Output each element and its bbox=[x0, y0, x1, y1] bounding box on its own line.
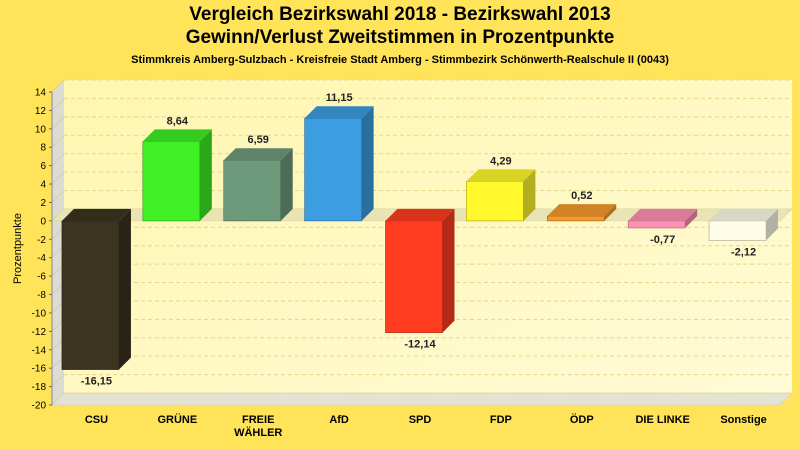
bar-front bbox=[385, 220, 443, 333]
y-tick-label: -12 bbox=[32, 327, 47, 338]
chart-title-line-2: Gewinn/Verlust Zweitstimmen in Prozentpu… bbox=[185, 27, 615, 48]
bar-front bbox=[142, 141, 201, 222]
bar bbox=[61, 208, 131, 370]
bar-side bbox=[442, 208, 455, 333]
x-tick-label: ÖDP bbox=[570, 413, 594, 426]
bar-side bbox=[361, 106, 374, 221]
bar bbox=[627, 208, 698, 229]
bar-front bbox=[708, 220, 767, 241]
y-tick-label: -2 bbox=[37, 235, 46, 246]
data-label: -12,14 bbox=[404, 339, 436, 351]
x-tick-label: FDP bbox=[490, 414, 512, 426]
gridline-side bbox=[51, 153, 65, 166]
bar bbox=[546, 204, 617, 222]
data-labels: -16,15 8,64 6,59 11,15 -12,14 4,29 0,52 -0,77 -2… bbox=[81, 92, 756, 387]
bar-top bbox=[385, 208, 455, 221]
bar-top bbox=[223, 148, 293, 161]
plot-floor bbox=[51, 392, 793, 406]
y-tick-label: 12 bbox=[35, 106, 47, 117]
bar bbox=[385, 208, 455, 333]
y-tick-label: -14 bbox=[32, 345, 47, 356]
gridline-side bbox=[51, 79, 65, 93]
bar-front bbox=[223, 159, 282, 222]
bar bbox=[223, 148, 293, 222]
data-label: 4,29 bbox=[490, 155, 511, 167]
x-tick-label: FREIE bbox=[242, 414, 274, 426]
y-tick-label: 10 bbox=[35, 124, 47, 135]
bar-side bbox=[280, 148, 293, 221]
bar-top bbox=[547, 204, 617, 217]
y-tick-label: -4 bbox=[37, 253, 46, 264]
bar-front bbox=[466, 181, 524, 222]
gridline-side bbox=[51, 134, 65, 148]
bar-top bbox=[142, 129, 212, 142]
bar-front bbox=[304, 117, 362, 222]
gridline-side bbox=[51, 116, 65, 130]
data-label: 6,59 bbox=[248, 134, 269, 146]
gridline-side bbox=[51, 392, 65, 406]
bar-side bbox=[523, 169, 536, 221]
y-tick-label: -18 bbox=[32, 382, 47, 393]
data-label: 11,15 bbox=[326, 92, 353, 104]
gridline-side bbox=[51, 374, 65, 387]
bar-front bbox=[627, 220, 686, 229]
bar bbox=[466, 169, 536, 222]
data-label: 8,64 bbox=[167, 115, 189, 127]
chart-subtitle: Stimmkreis Amberg-Sulzbach - Kreisfreie … bbox=[131, 54, 669, 66]
gridline-side bbox=[51, 171, 65, 185]
bar-top bbox=[709, 208, 779, 221]
gridline-side bbox=[51, 190, 65, 203]
x-tick-label: WÄHLER bbox=[234, 426, 282, 439]
y-tick-label: -16 bbox=[32, 364, 47, 375]
bar-side bbox=[766, 208, 779, 241]
x-tick-label: SPD bbox=[409, 414, 432, 426]
bar bbox=[304, 106, 374, 222]
bar bbox=[142, 129, 212, 222]
data-label: -0,77 bbox=[650, 234, 675, 246]
bar bbox=[708, 208, 779, 241]
y-tick-label: 8 bbox=[40, 143, 46, 154]
x-tick-label: DIE LINKE bbox=[635, 414, 689, 426]
chart-title-line-1: Vergleich Bezirkswahl 2018 - Bezirkswahl… bbox=[189, 4, 611, 25]
bar-top bbox=[466, 169, 536, 182]
y-tick-label: 6 bbox=[40, 161, 46, 172]
y-tick-label: 2 bbox=[40, 198, 46, 209]
y-axis-label: Prozentpunkte bbox=[12, 213, 24, 284]
bar-side bbox=[685, 208, 698, 228]
x-tick-label: AfD bbox=[329, 414, 349, 426]
x-tick-label: CSU bbox=[85, 414, 108, 426]
gridline-side bbox=[51, 98, 65, 111]
y-tick-label: -10 bbox=[32, 308, 47, 319]
y-tick-label: 4 bbox=[40, 180, 46, 191]
y-tick-label: -6 bbox=[37, 272, 46, 283]
y-axis: 14 12 10 8 6 4 2 0 -2 -4 -6 -8 -10 -12 -14 -16 -18 -20 bbox=[32, 88, 53, 412]
bar-top bbox=[304, 106, 374, 119]
bar-side bbox=[118, 208, 131, 370]
data-label: 0,52 bbox=[571, 190, 592, 202]
bar-side bbox=[604, 204, 617, 221]
x-tick-label: GRÜNE bbox=[157, 413, 197, 426]
bar-top bbox=[628, 208, 698, 221]
bar-side bbox=[199, 129, 212, 221]
y-tick-label: 14 bbox=[35, 88, 47, 99]
data-label: -2,12 bbox=[731, 246, 756, 258]
x-tick-label: Sonstige bbox=[720, 414, 766, 426]
bar-front bbox=[546, 215, 605, 222]
data-label: -16,15 bbox=[81, 376, 112, 388]
y-tick-label: -8 bbox=[37, 290, 46, 301]
y-tick-label: -20 bbox=[32, 401, 47, 412]
bar-top bbox=[61, 208, 131, 221]
bars bbox=[61, 106, 779, 370]
plot-side-wall bbox=[52, 80, 64, 405]
y-tick-label: 0 bbox=[40, 216, 46, 227]
bar-front bbox=[61, 220, 120, 370]
